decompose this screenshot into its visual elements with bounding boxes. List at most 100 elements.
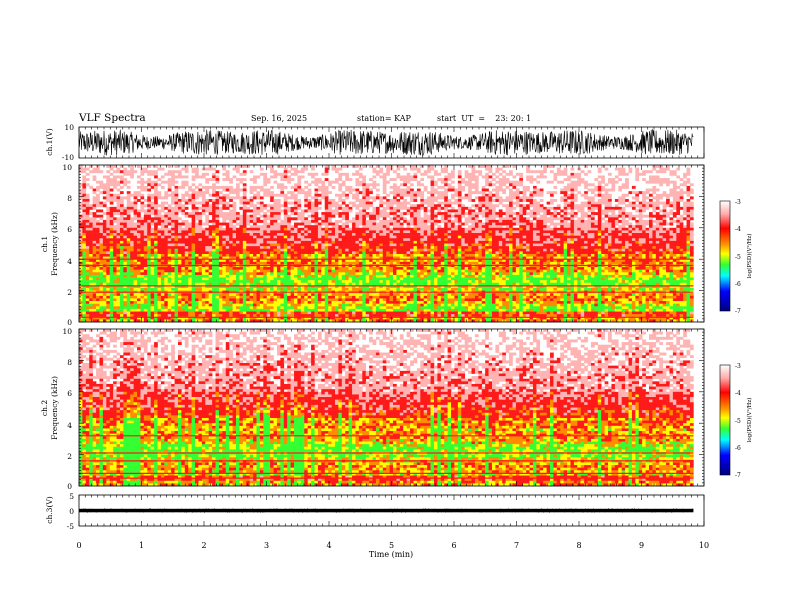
spectrogram-cell <box>106 293 111 297</box>
spectrogram-cell <box>236 165 240 168</box>
spectrogram-cell <box>304 280 308 284</box>
spectrogram-cell <box>352 280 356 284</box>
spectrogram-cell <box>106 165 111 168</box>
spectrogram-cell <box>123 251 128 255</box>
spectrogram-cell <box>137 238 141 242</box>
spectrogram-cell <box>171 287 175 291</box>
spectrogram-cell <box>399 191 404 195</box>
spectrogram-cell <box>314 238 319 242</box>
spectrogram-cell <box>365 222 370 226</box>
spectrogram-cell <box>324 193 329 197</box>
spectrogram-cell <box>334 222 339 226</box>
spectrogram-cell <box>311 180 315 184</box>
spectrogram-cell <box>109 259 114 263</box>
spectrogram-cell <box>300 293 305 297</box>
spectrogram-cell <box>389 238 394 242</box>
spectrogram-cell <box>113 280 117 284</box>
spectrogram-cell <box>256 301 261 304</box>
spectrogram-cell <box>280 193 285 197</box>
spectrogram-cell <box>205 280 209 284</box>
spectrogram-cell <box>352 274 356 278</box>
spectrogram-cell <box>130 233 134 236</box>
spectrogram-cell <box>345 225 349 229</box>
spectrogram-cell <box>290 178 295 181</box>
spectrogram-cell <box>242 243 247 247</box>
spectrogram-cell <box>338 251 343 255</box>
spectrogram-cell <box>164 243 169 247</box>
spectrogram-cell <box>164 314 169 318</box>
spectrogram-cell <box>92 311 97 315</box>
spectrogram-cell <box>126 246 131 250</box>
spectrogram-cell <box>195 298 199 302</box>
spectrogram-cell <box>345 316 349 320</box>
spectrogram-cell <box>160 287 165 291</box>
spectrogram-cell <box>358 248 363 252</box>
spectrogram-cell <box>399 183 404 187</box>
spectrogram-cell <box>256 256 261 260</box>
spectrogram-cell <box>116 301 121 304</box>
spectrogram-cell <box>321 285 326 289</box>
spectrogram-cell <box>362 165 367 168</box>
spectrogram-cell <box>297 269 302 273</box>
spectrogram-cell <box>290 235 295 239</box>
spectrogram-cell <box>348 272 353 276</box>
spectrogram-cell <box>232 314 237 318</box>
spectrogram-cell <box>143 204 148 208</box>
spectrogram-cell <box>399 282 404 286</box>
spectrogram-cell <box>188 272 192 276</box>
spectrogram-cell <box>113 217 117 221</box>
spectrogram-cell <box>290 248 295 252</box>
spectrogram-cell <box>348 201 353 205</box>
spectrogram-cell <box>140 277 145 281</box>
spectrogram-cell <box>249 235 254 239</box>
spectrogram-cell <box>396 251 401 255</box>
spectrogram-cell <box>222 316 227 320</box>
spectrogram-cell <box>171 256 175 260</box>
spectrogram-cell <box>201 285 206 289</box>
spectrogram-cell <box>317 261 322 265</box>
spectrogram-cell <box>106 193 111 197</box>
spectrogram-cell <box>126 269 131 273</box>
spectrogram-cell <box>382 280 387 284</box>
spectrogram-cell <box>212 235 216 239</box>
spectrogram-cell <box>270 175 274 179</box>
spectrogram-cell <box>232 319 237 323</box>
spectrogram-cell <box>304 222 308 226</box>
spectrogram-cell <box>396 248 401 252</box>
spectrogram-cell <box>287 319 291 323</box>
spectrogram-cell <box>198 311 203 315</box>
spectrogram-cell <box>358 191 363 195</box>
spectrogram-cell <box>79 227 83 231</box>
spectrogram-cell <box>85 287 90 291</box>
spectrogram-cell <box>246 267 250 270</box>
spectrogram-cell <box>352 251 356 255</box>
spectrogram-cell <box>130 230 134 234</box>
spectrogram-cell <box>382 298 387 302</box>
spectrogram-cell <box>150 170 155 174</box>
spectrogram-cell <box>195 280 199 284</box>
spectrogram-cell <box>191 287 196 291</box>
spectrogram-cell <box>208 185 213 189</box>
spectrogram-cell <box>164 240 169 244</box>
spectrogram-cell <box>294 251 298 255</box>
spectrogram-cell <box>290 319 295 323</box>
spectrogram-cell <box>167 272 172 276</box>
spectrogram-cell <box>106 314 111 318</box>
spectrogram-cell <box>399 301 404 304</box>
spectrogram-cell <box>389 253 394 257</box>
spectrogram-cell <box>242 193 247 197</box>
spectrogram-cell <box>246 219 250 223</box>
spectrogram-cell <box>382 277 387 281</box>
spectrogram-cell <box>348 282 353 286</box>
spectrogram-cell <box>154 301 158 304</box>
spectrogram-cell <box>355 225 360 229</box>
spectrogram-cell <box>321 267 326 270</box>
spectrogram-cell <box>154 230 158 234</box>
spectrogram-cell <box>143 240 148 244</box>
spectrogram-cell <box>99 253 104 257</box>
spectrogram-cell <box>229 285 233 289</box>
spectrogram-cell <box>396 287 401 291</box>
spectrogram-cell <box>253 185 257 189</box>
spectrogram-cell <box>85 209 90 213</box>
spectrogram-cell <box>253 204 257 208</box>
